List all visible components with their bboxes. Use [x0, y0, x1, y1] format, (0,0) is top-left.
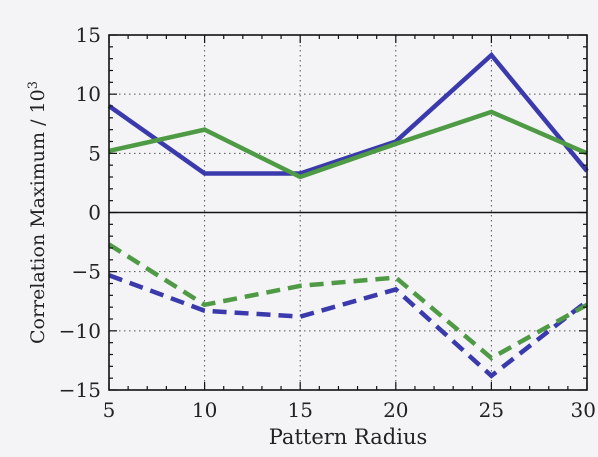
y-tick-label: 15 [76, 23, 101, 47]
y-tick-label: 0 [88, 201, 101, 225]
x-tick-label: 15 [287, 398, 312, 422]
series-line-3-dashed [108, 273, 589, 379]
x-tick-label: 25 [479, 398, 504, 422]
series-line-1-solid [107, 51, 589, 176]
series-line-4-dashed [107, 242, 589, 361]
y-tick-label: −15 [59, 378, 101, 402]
x-tick-label: 10 [192, 398, 217, 422]
x-tick-label: 20 [383, 398, 408, 422]
grid [109, 35, 587, 390]
y-axis-label: Correlation Maximum / 103 [26, 81, 49, 344]
y-tick-label: 5 [88, 141, 101, 165]
y-tick-label: 10 [76, 82, 101, 106]
series-layer [107, 51, 589, 379]
y-tick-label: −5 [72, 260, 101, 284]
y-tick-label: −10 [59, 319, 101, 343]
y-axis-label-text: Correlation Maximum / 10 [27, 89, 49, 344]
y-axis-label-exponent: 3 [26, 81, 41, 89]
ticks: 5 10 15 20 25 30 −15 −10 −5 0 5 10 15 [59, 23, 596, 422]
x-axis-label: Pattern Radius [269, 425, 428, 449]
x-tick-label: 5 [103, 398, 116, 422]
series-line-2-solid [108, 109, 588, 180]
x-tick-label: 30 [571, 398, 596, 422]
